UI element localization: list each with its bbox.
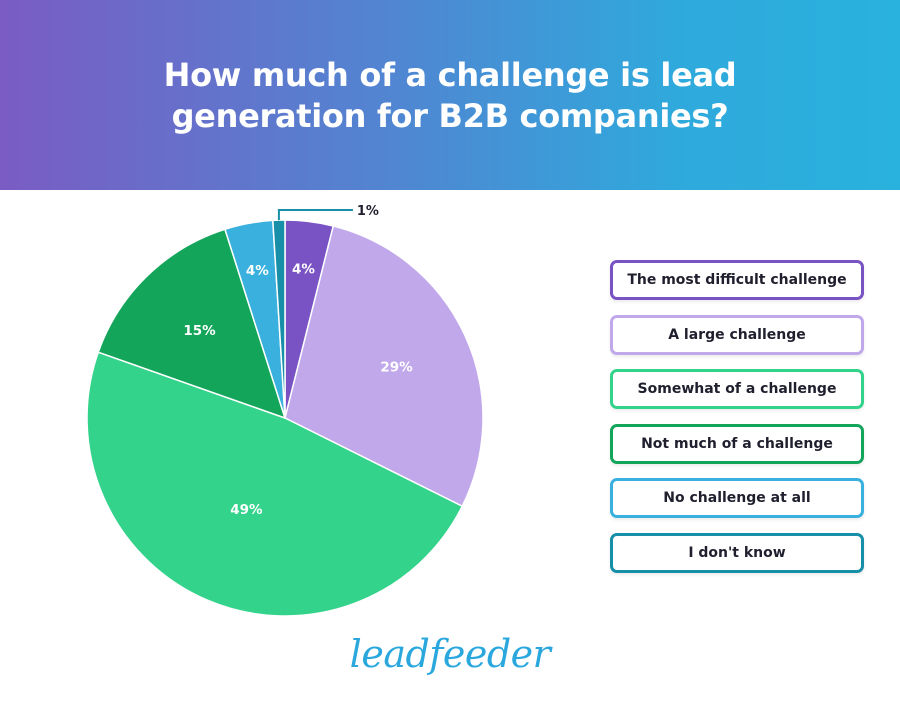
pie-chart: 4% 29% 49% 15% 4% 1% — [86, 204, 484, 617]
legend-item-somewhat: Somewhat of a challenge — [610, 369, 864, 409]
legend-item-large: A large challenge — [610, 314, 864, 355]
pie-slice-somewhat — [86, 351, 464, 617]
header-banner: How much of a challenge is lead generati… — [0, 0, 900, 190]
legend-item-no-challenge: No challenge at all — [610, 478, 864, 518]
pie-slice-large — [284, 225, 484, 508]
title-line-1: How much of a challenge is lead — [163, 56, 737, 94]
slice-label-not-much: 15% — [183, 323, 216, 339]
legend-item-dont-know: I don't know — [610, 532, 864, 573]
slice-label-no-challenge: 4% — [246, 263, 269, 279]
legend-item-not-much: Not much of a challenge — [610, 423, 864, 464]
callout-line-dont-know — [277, 209, 353, 221]
legend-item-most-difficult: The most difficult challenge — [610, 260, 864, 300]
leadfeeder-logo: leadfeeder — [349, 632, 551, 676]
title-line-2: generation for B2B companies? — [171, 97, 729, 135]
chart-title: How much of a challenge is lead generati… — [0, 55, 900, 137]
slice-label-somewhat: 49% — [230, 502, 263, 518]
slice-label-dont-know: 1% — [357, 204, 379, 219]
slice-label-most-difficult: 4% — [292, 262, 315, 278]
slice-label-large: 29% — [380, 360, 413, 376]
pie-slice-not-much — [97, 228, 287, 420]
legend: The most difficult challenge A large chal… — [610, 260, 864, 587]
